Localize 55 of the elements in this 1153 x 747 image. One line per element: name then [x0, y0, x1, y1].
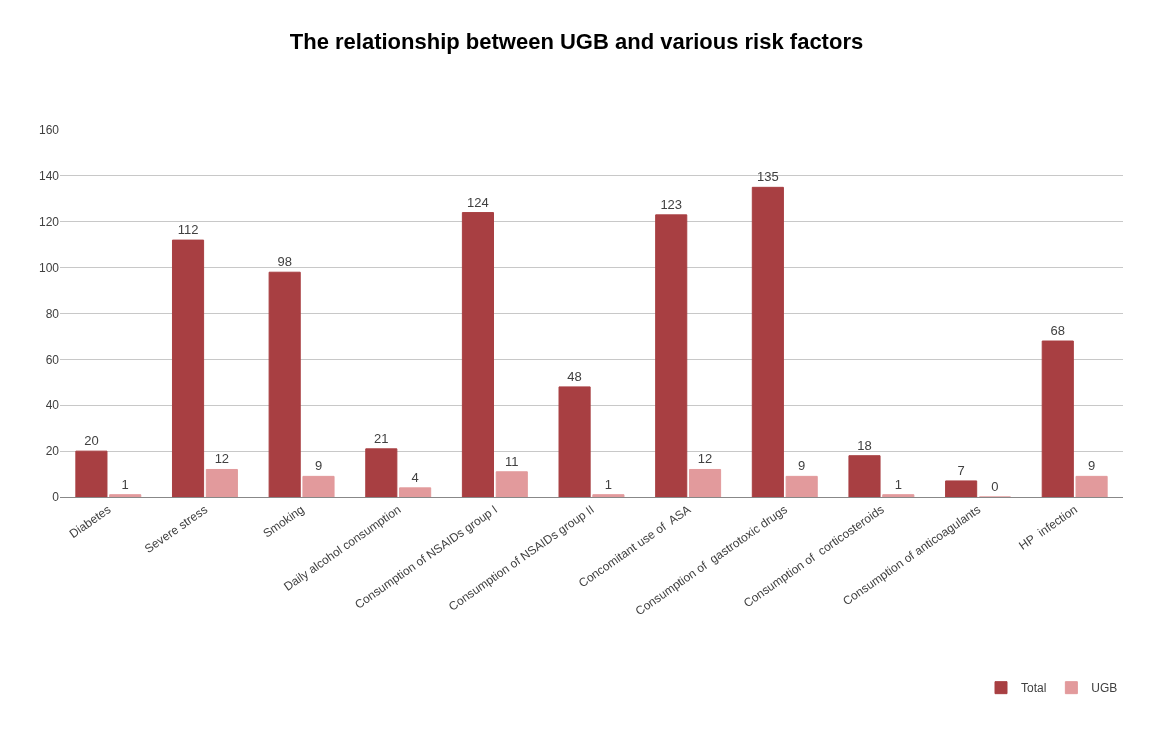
data-label: 1 — [604, 476, 613, 492]
bar — [558, 386, 591, 497]
data-label: 112 — [177, 222, 199, 238]
y-tick-label: 60 — [45, 352, 60, 367]
data-label: 98 — [277, 254, 292, 270]
data-label: 11 — [505, 453, 519, 469]
legend-label: UGB — [1091, 681, 1118, 696]
chart-title: The relationship between UGB and various risk factors — [289, 29, 864, 55]
bar — [592, 494, 625, 497]
y-tick-label: 100 — [38, 260, 60, 275]
bar — [75, 450, 108, 497]
bar — [945, 480, 978, 497]
bar — [302, 475, 335, 497]
bar — [365, 448, 398, 497]
y-tick-label: 40 — [45, 398, 60, 413]
data-label: 18 — [857, 437, 872, 453]
bar — [205, 468, 238, 497]
data-label: 1 — [121, 476, 129, 492]
data-label: 48 — [567, 368, 582, 384]
bar — [1041, 340, 1074, 497]
bar — [655, 214, 688, 497]
bar — [268, 271, 301, 497]
data-label: 123 — [660, 196, 683, 212]
y-tick-label: 0 — [52, 490, 60, 505]
data-label: 12 — [697, 451, 713, 467]
data-label: 21 — [374, 430, 389, 446]
data-label: 0 — [991, 479, 999, 494]
data-label: 68 — [1050, 323, 1065, 339]
y-tick-label: 140 — [38, 169, 60, 184]
data-label: 135 — [757, 169, 779, 185]
bar — [109, 494, 142, 497]
bar — [171, 239, 205, 497]
y-tick-label: 20 — [45, 444, 60, 459]
data-label: 20 — [84, 433, 99, 449]
bar — [1075, 475, 1108, 497]
data-label: 12 — [214, 451, 230, 467]
bar — [461, 212, 495, 497]
data-label: 9 — [798, 458, 806, 474]
data-label: 1 — [894, 476, 902, 492]
bar — [495, 471, 528, 497]
bar — [848, 455, 881, 497]
bar — [882, 494, 915, 497]
data-label: 7 — [957, 462, 965, 478]
y-tick-label: 160 — [38, 123, 60, 138]
data-label: 124 — [467, 194, 489, 210]
bar — [785, 475, 818, 497]
data-label: 9 — [314, 458, 323, 474]
y-tick-label: 80 — [45, 306, 60, 321]
bar — [751, 186, 784, 497]
y-tick-label: 120 — [38, 214, 60, 229]
bar — [399, 487, 432, 497]
bar — [688, 468, 722, 497]
data-label: 9 — [1087, 458, 1096, 474]
legend-label: Total — [1021, 681, 1047, 696]
data-label: 4 — [411, 469, 419, 485]
